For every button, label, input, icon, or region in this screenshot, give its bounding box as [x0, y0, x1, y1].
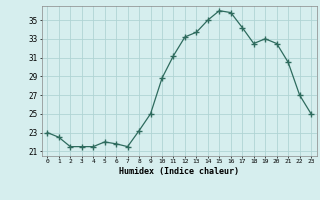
X-axis label: Humidex (Indice chaleur): Humidex (Indice chaleur) [119, 167, 239, 176]
